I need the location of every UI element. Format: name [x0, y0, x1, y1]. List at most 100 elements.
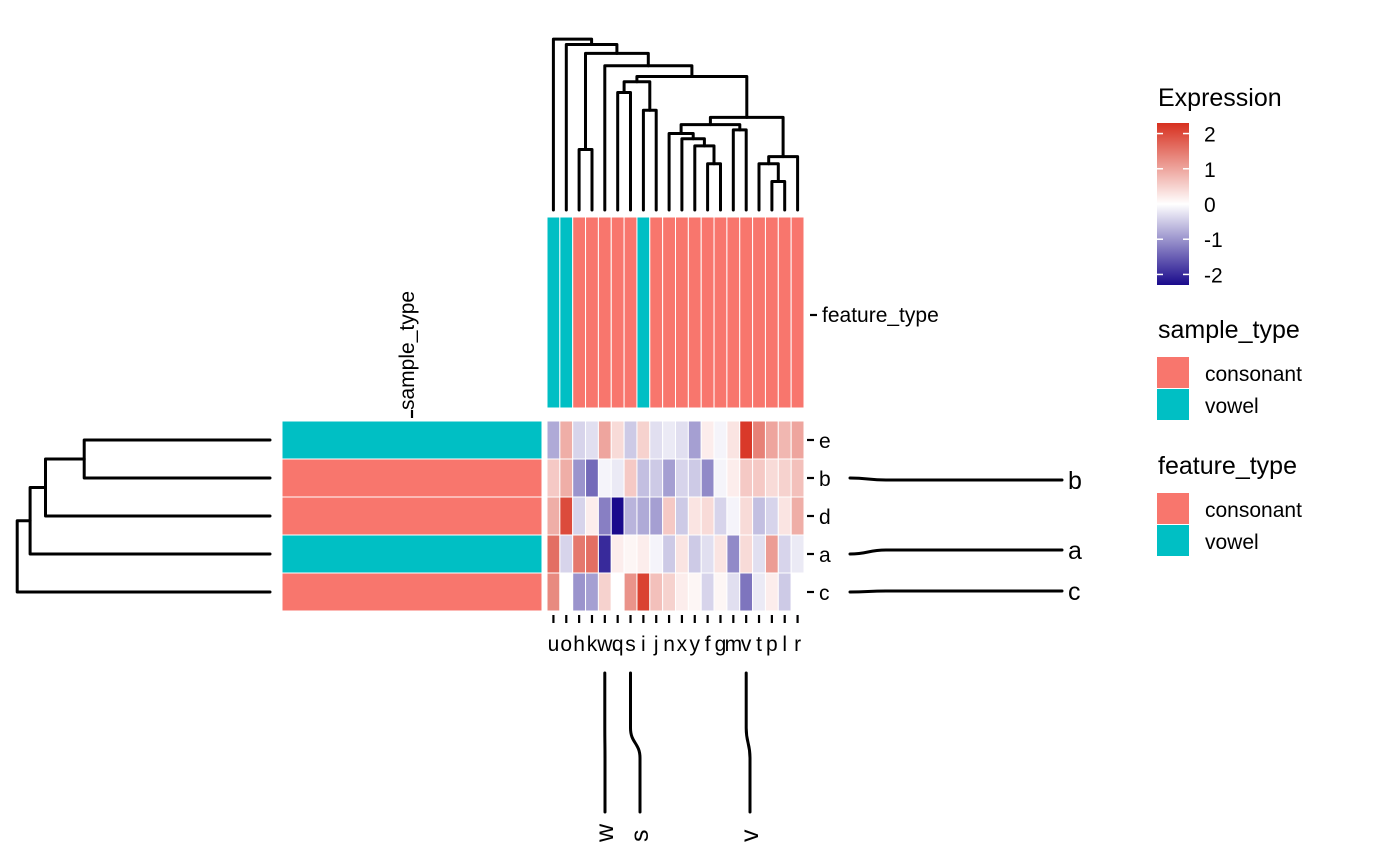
- row-dendrogram: [15, 438, 272, 594]
- heatmap-cell-c-g: [713, 572, 728, 612]
- column-dendrogram-branch-1: [770, 180, 787, 212]
- column-dendrogram-branch-5: [680, 137, 706, 212]
- heatmap-cell-a-o: [559, 534, 574, 574]
- legend-expression: Expression 2 1 0 -1 -2: [1157, 84, 1282, 287]
- column-callout-line-s: [629, 671, 642, 814]
- heatmap-cell-c-m: [726, 572, 741, 612]
- row-label-c: c: [819, 582, 830, 605]
- heatmap-cell-e-p: [764, 420, 779, 460]
- column-label-n: n: [663, 633, 675, 656]
- heatmap-cell-e-i: [636, 420, 651, 460]
- feature-type-cell-u: [546, 216, 561, 409]
- heatmap-cell-a-t: [752, 534, 766, 574]
- heatmap-cell-a-f: [700, 534, 715, 574]
- column-label-s: s: [625, 633, 636, 656]
- heatmap-cell-c-s: [623, 572, 638, 612]
- legend-feature-type-title: feature_type: [1158, 452, 1297, 480]
- row-callout-label-a: a: [1068, 537, 1082, 565]
- sample-type-cell-e: [281, 420, 543, 460]
- legend-feature-type-swatch-consonant: [1157, 493, 1189, 524]
- feature-type-cell-v: [739, 216, 754, 409]
- feature-type-cell-i: [636, 216, 651, 409]
- feature-type-cell-r: [790, 216, 805, 409]
- column-dendrogram-branch-7: [731, 128, 748, 212]
- heatmap-cell-b-x: [675, 458, 689, 498]
- column-labels: u o h k w q s i j n x y f gmv t p l r: [548, 615, 801, 656]
- heatmap-cell-c-k: [585, 572, 599, 612]
- feature-type-cell-g: [713, 216, 728, 409]
- legend-expression-tick-label-3: -1: [1204, 229, 1223, 252]
- heatmap-cell-c-u: [546, 572, 561, 612]
- column-label-h: h: [573, 633, 585, 656]
- heatmap-cell-e-l: [777, 420, 792, 460]
- heatmap-cell-c-l: [777, 572, 792, 612]
- heatmap-cell-b-j: [649, 458, 664, 498]
- heatmap-cell-c-h: [572, 572, 587, 612]
- heatmap-cell-c-p: [764, 572, 779, 612]
- feature-type-cell-m: [726, 216, 741, 409]
- feature-type-track-label: feature_type: [822, 304, 939, 327]
- heatmap-cell-b-s: [623, 458, 638, 498]
- row-label-a: a: [819, 544, 831, 567]
- heatmap-cell-b-q: [610, 458, 625, 498]
- heatmap-cell-b-g: [713, 458, 728, 498]
- feature-type-cell-o: [559, 216, 574, 409]
- heatmap-cell-a-l: [777, 534, 792, 574]
- feature-type-cell-y: [687, 216, 702, 409]
- heatmap-cell-a-w: [597, 534, 612, 574]
- feature-type-cell-q: [610, 216, 625, 409]
- heatmap-cell-e-h: [572, 420, 587, 460]
- heatmap-cell-c-r: [790, 572, 805, 612]
- heatmap-cell-b-t: [752, 458, 766, 498]
- heatmap-cell-a-i: [636, 534, 651, 574]
- heatmap-cell-a-r: [790, 534, 805, 574]
- column-label-m: m: [725, 633, 743, 656]
- legend-expression-tick-label-2: 0: [1204, 194, 1216, 217]
- row-label-d: d: [819, 506, 831, 529]
- heatmap-cells: [546, 420, 805, 612]
- heatmap-cell-c-w: [597, 572, 612, 612]
- column-label-u: u: [548, 633, 560, 656]
- column-label-r: r: [794, 633, 801, 656]
- legend-expression-title: Expression: [1158, 84, 1282, 112]
- heatmap-cell-e-f: [700, 420, 715, 460]
- row-dendrogram-branch-3: [15, 519, 272, 594]
- heatmap-cell-d-m: [726, 496, 741, 536]
- column-label-p: p: [766, 633, 778, 656]
- heatmap-cell-e-q: [610, 420, 625, 460]
- feature-type-annotation: [546, 216, 805, 409]
- heatmap-cell-a-v: [739, 534, 754, 574]
- heatmap-cell-e-x: [675, 420, 689, 460]
- heatmap-cell-d-f: [700, 496, 715, 536]
- heatmap-cell-c-x: [675, 572, 689, 612]
- sample-type-cell-a: [281, 534, 543, 574]
- column-callout-label-v: v: [736, 829, 764, 842]
- heatmap-cell-d-y: [687, 496, 702, 536]
- heatmap-cell-b-m: [726, 458, 741, 498]
- heatmap-cell-b-w: [597, 458, 612, 498]
- heatmap-cell-e-v: [739, 420, 754, 460]
- heatmap-cell-e-k: [585, 420, 599, 460]
- heatmap-cell-e-u: [546, 420, 561, 460]
- heatmap-cell-a-j: [649, 534, 664, 574]
- heatmap-cell-d-o: [559, 496, 574, 536]
- heatmap-cell-a-p: [764, 534, 779, 574]
- heatmap-cell-b-r: [790, 458, 805, 498]
- legend-sample-type-label-consonant: consonant: [1205, 363, 1302, 386]
- heatmap-cell-a-g: [713, 534, 728, 574]
- feature-type-cell-f: [700, 216, 715, 409]
- sample-type-annotation: [281, 420, 543, 612]
- column-dendrogram-branch-10: [577, 148, 594, 212]
- legend-sample-type-swatch-consonant: [1157, 357, 1189, 388]
- column-dendrogram: [551, 37, 800, 212]
- heatmap-cell-a-s: [623, 534, 638, 574]
- heatmap-cell-b-u: [546, 458, 561, 498]
- heatmap-cell-d-k: [585, 496, 599, 536]
- heatmap-cell-e-y: [687, 420, 702, 460]
- legend-sample-type-title: sample_type: [1158, 316, 1300, 344]
- row-dendrogram-branch-1: [44, 457, 272, 518]
- row-callout-line-b: [848, 476, 1064, 482]
- heatmap-cell-b-f: [700, 458, 715, 498]
- heatmap-cell-e-j: [649, 420, 664, 460]
